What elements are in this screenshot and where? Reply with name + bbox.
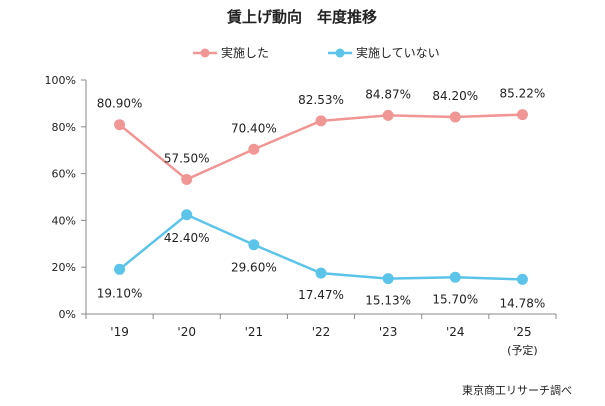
series-layer: [114, 109, 528, 285]
legend-label-0: 実施した: [221, 45, 269, 60]
x-category-note: (予定): [507, 343, 538, 357]
data-point: [382, 109, 394, 121]
data-label: 19.10%: [97, 286, 143, 300]
data-point: [114, 263, 126, 275]
data-point: [382, 273, 394, 285]
data-label: 84.87%: [365, 87, 411, 101]
y-tick-label: 60%: [52, 168, 76, 181]
y-tick-label: 0%: [59, 308, 76, 321]
data-label: 84.20%: [432, 89, 478, 103]
x-axis: '19 '20 '21 '22 '23 '24 '25 (予定): [85, 313, 557, 357]
chart-title: 賃上げ動向 年度推移: [226, 8, 377, 26]
x-tick-label: '25: [513, 325, 532, 339]
y-tick-label: 80%: [52, 121, 76, 134]
data-point: [449, 271, 461, 283]
y-axis: 0% 20% 40% 60% 80% 100%: [45, 74, 87, 321]
data-point: [516, 109, 528, 121]
data-point: [248, 143, 260, 155]
data-label: 42.40%: [164, 231, 210, 245]
data-label: 85.22%: [500, 87, 546, 101]
data-label: 15.13%: [365, 294, 411, 308]
data-label-layer: 80.90% 57.50% 70.40% 82.53% 84.87% 84.20% 85.2…: [97, 87, 546, 311]
data-point: [449, 111, 461, 123]
data-label: 29.60%: [231, 261, 277, 275]
data-point: [114, 119, 126, 131]
x-tick-label: '21: [245, 325, 264, 339]
y-tick-label: 40%: [52, 214, 76, 227]
data-point: [181, 173, 193, 185]
data-label: 70.40%: [231, 121, 277, 135]
data-point: [181, 209, 193, 221]
data-label: 14.78%: [500, 296, 546, 310]
data-point: [248, 239, 260, 251]
legend-label-1: 実施していない: [356, 45, 440, 60]
data-label: 82.53%: [298, 93, 344, 107]
data-label: 80.90%: [97, 97, 143, 111]
x-tick-label: '24: [446, 325, 465, 339]
data-label: 15.70%: [432, 292, 478, 306]
data-point: [516, 273, 528, 285]
data-point: [315, 267, 327, 279]
legend: 実施した 実施していない: [193, 45, 440, 60]
data-label: 17.47%: [298, 288, 344, 302]
legend-marker-0: [200, 48, 210, 58]
source-note: 東京商工リサーチ調べ: [462, 383, 572, 397]
x-tick-label: '19: [110, 325, 129, 339]
legend-marker-1: [335, 48, 345, 58]
y-tick-label: 100%: [45, 74, 76, 87]
x-tick-label: '20: [177, 325, 196, 339]
x-tick-label: '22: [312, 325, 331, 339]
data-label: 57.50%: [164, 151, 210, 165]
y-tick-label: 20%: [52, 261, 76, 274]
x-tick-label: '23: [379, 325, 398, 339]
data-point: [315, 115, 327, 127]
